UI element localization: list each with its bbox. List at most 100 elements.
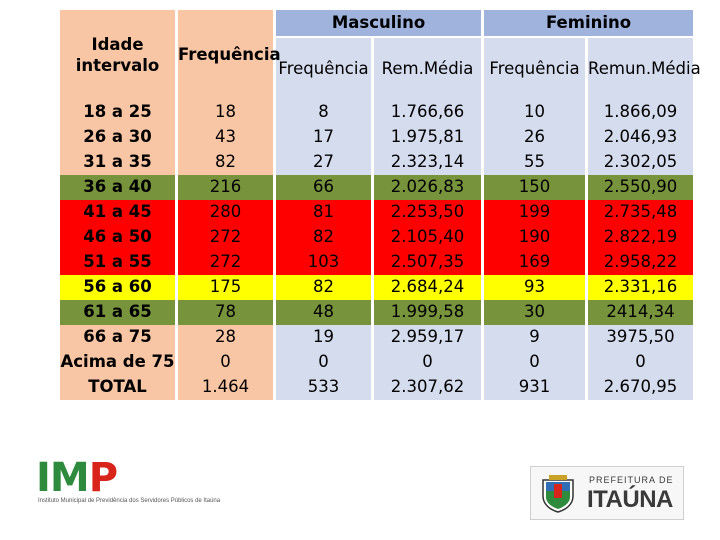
- table-row: 26 a 30 43 17 1.975,81 26 2.046,93: [60, 125, 694, 150]
- table-row: 56 a 60 175 82 2.684,24 93 2.331,16: [60, 275, 694, 300]
- table-row: 36 a 40 216 66 2.026,83 150 2.550,90: [60, 175, 694, 200]
- female-average-pay-cell: 2.735,48: [588, 200, 694, 225]
- total-frequency-cell: 272: [178, 250, 276, 275]
- total-frequency-cell: 43: [178, 125, 276, 150]
- total-frequency-cell: 78: [178, 300, 276, 325]
- table-row: 41 a 45 280 81 2.253,50 199 2.735,48: [60, 200, 694, 225]
- total-frequency-cell: 280: [178, 200, 276, 225]
- age-cell: 31 a 35: [60, 150, 178, 175]
- table-body: 18 a 25 18 8 1.766,66 10 1.866,09 26 a 30 43 17 1…: [60, 100, 694, 400]
- age-cell: 18 a 25: [60, 100, 178, 125]
- prefeitura-city-name: ITAÚNA: [587, 486, 673, 513]
- female-average-pay-cell: 2.331,16: [588, 275, 694, 300]
- male-average-pay-cell: 2.959,17: [374, 325, 485, 350]
- table-row: Acima de 75 0 0 0 0 0: [60, 350, 694, 375]
- total-frequency-cell: 28: [178, 325, 276, 350]
- female-frequency-cell: 931: [484, 375, 589, 400]
- female-average-pay-cell: 2.822,19: [588, 225, 694, 250]
- female-frequency-cell: 190: [484, 225, 589, 250]
- age-cell: 46 a 50: [60, 225, 178, 250]
- age-cell: 56 a 60: [60, 275, 178, 300]
- female-frequency-cell: 169: [484, 250, 589, 275]
- female-average-pay-cell: 2414,34: [588, 300, 694, 325]
- male-average-pay-cell: 2.684,24: [374, 275, 485, 300]
- table-row: 66 a 75 28 19 2.959,17 9 3975,50: [60, 325, 694, 350]
- male-frequency-cell: 103: [276, 250, 374, 275]
- header-age-interval: Idade intervalo: [60, 10, 178, 100]
- female-frequency-cell: 55: [484, 150, 589, 175]
- age-cell: 41 a 45: [60, 200, 178, 225]
- male-frequency-cell: 82: [276, 225, 374, 250]
- prefeitura-itauna-logo: PREFEITURA DE ITAÚNA: [530, 466, 684, 520]
- male-frequency-cell: 81: [276, 200, 374, 225]
- male-average-pay-cell: 1.975,81: [374, 125, 485, 150]
- table-row: 31 a 35 82 27 2.323,14 55 2.302,05: [60, 150, 694, 175]
- male-average-pay-cell: 0: [374, 350, 485, 375]
- female-average-pay-cell: 2.302,05: [588, 150, 694, 175]
- male-average-pay-cell: 2.105,40: [374, 225, 485, 250]
- female-average-pay-cell: 2.046,93: [588, 125, 694, 150]
- female-frequency-cell: 30: [484, 300, 589, 325]
- female-frequency-cell: 93: [484, 275, 589, 300]
- table-row: 18 a 25 18 8 1.766,66 10 1.866,09: [60, 100, 694, 125]
- total-frequency-cell: 272: [178, 225, 276, 250]
- female-average-pay-cell: 2.550,90: [588, 175, 694, 200]
- male-average-pay-cell: 2.307,62: [374, 375, 485, 400]
- header-total-frequency: Frequência: [178, 10, 281, 100]
- table-row: 51 a 55 272 103 2.507,35 169 2.958,22: [60, 250, 694, 275]
- age-cell: 61 a 65: [60, 300, 178, 325]
- male-average-pay-cell: 2.323,14: [374, 150, 485, 175]
- imp-logo-caption: Instituto Municipal de Previdência dos S…: [38, 498, 221, 504]
- age-cell: 36 a 40: [60, 175, 178, 200]
- imp-logo-letters: IMP: [36, 455, 118, 501]
- age-cell: 26 a 30: [60, 125, 178, 150]
- female-frequency-cell: 199: [484, 200, 589, 225]
- male-frequency-cell: 66: [276, 175, 374, 200]
- female-average-pay-cell: 2.958,22: [588, 250, 694, 275]
- female-frequency-cell: 0: [484, 350, 589, 375]
- male-average-pay-cell: 2.026,83: [374, 175, 485, 200]
- male-average-pay-cell: 1.766,66: [374, 100, 485, 125]
- male-frequency-cell: 48: [276, 300, 374, 325]
- header-group-female: Feminino: [484, 10, 694, 38]
- total-frequency-cell: 18: [178, 100, 276, 125]
- female-frequency-cell: 150: [484, 175, 589, 200]
- age-salary-table: Idade intervalo Frequência Masculino Fem…: [60, 10, 701, 400]
- total-frequency-cell: 216: [178, 175, 276, 200]
- male-frequency-cell: 8: [276, 100, 374, 125]
- table-row: 61 a 65 78 48 1.999,58 30 2414,34: [60, 300, 694, 325]
- female-average-pay-cell: 0: [588, 350, 694, 375]
- age-cell: 66 a 75: [60, 325, 178, 350]
- male-frequency-cell: 533: [276, 375, 374, 400]
- female-average-pay-cell: 3975,50: [588, 325, 694, 350]
- prefeitura-label: PREFEITURA DE: [589, 475, 674, 485]
- table-row: TOTAL 1.464 533 2.307,62 931 2.670,95: [60, 375, 694, 400]
- total-frequency-cell: 1.464: [178, 375, 276, 400]
- age-cell: 51 a 55: [60, 250, 178, 275]
- city-emblem-icon: [542, 475, 574, 513]
- female-average-pay-cell: 2.670,95: [588, 375, 694, 400]
- male-frequency-cell: 82: [276, 275, 374, 300]
- total-frequency-cell: 0: [178, 350, 276, 375]
- age-cell: TOTAL: [60, 375, 178, 400]
- header-female-average-pay: Remun.Média: [588, 38, 701, 100]
- male-average-pay-cell: 2.507,35: [374, 250, 485, 275]
- male-average-pay-cell: 1.999,58: [374, 300, 485, 325]
- imp-logo: IMP Instituto Municipal de Previdência d…: [36, 455, 220, 514]
- female-frequency-cell: 9: [484, 325, 589, 350]
- header-female-frequency: Frequência: [484, 38, 589, 100]
- female-frequency-cell: 10: [484, 100, 589, 125]
- total-frequency-cell: 175: [178, 275, 276, 300]
- female-frequency-cell: 26: [484, 125, 589, 150]
- header-male-average-pay: Rem.Média: [374, 38, 485, 100]
- age-cell: Acima de 75: [60, 350, 178, 375]
- male-frequency-cell: 27: [276, 150, 374, 175]
- total-frequency-cell: 82: [178, 150, 276, 175]
- male-frequency-cell: 0: [276, 350, 374, 375]
- female-average-pay-cell: 1.866,09: [588, 100, 694, 125]
- male-frequency-cell: 19: [276, 325, 374, 350]
- header-group-male: Masculino: [276, 10, 485, 38]
- male-average-pay-cell: 2.253,50: [374, 200, 485, 225]
- male-frequency-cell: 17: [276, 125, 374, 150]
- header-male-frequency: Frequência: [276, 38, 374, 100]
